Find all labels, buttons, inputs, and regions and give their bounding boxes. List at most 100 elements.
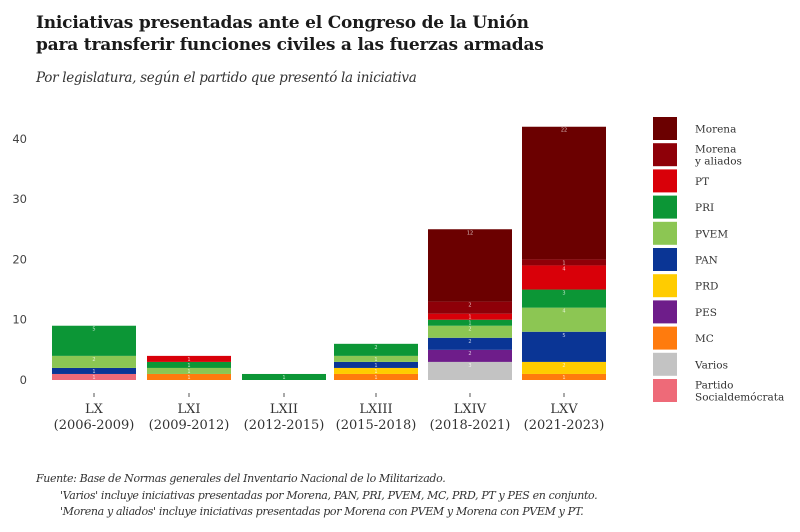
bar-segment-value-label: 4	[562, 309, 565, 315]
bar-segment-pvem	[428, 325, 512, 338]
legend-label: PES	[695, 307, 717, 319]
legend-label: y aliados	[694, 156, 742, 168]
bar-segment-prd	[334, 367, 418, 374]
legend-item: PT	[653, 169, 709, 193]
bar-segment-value-label: 1	[187, 357, 190, 363]
bar-segment-morena	[428, 229, 512, 302]
legend-label: Morena	[695, 144, 736, 156]
legend-item: Varios	[653, 352, 728, 376]
bar-segment-pri	[242, 373, 326, 380]
bar-segment-pri	[147, 361, 231, 368]
chart-title: Iniciativas presentadas ante el Congreso…	[36, 12, 544, 56]
x-tick-period-label: (2009-2012)	[149, 418, 230, 433]
y-tick-label: 30	[12, 192, 27, 206]
x-tick-period-label: (2015-2018)	[336, 418, 417, 433]
y-tick-label: 10	[12, 313, 27, 327]
bar-segment-value-label: 2	[562, 363, 565, 369]
bar-segment-prd	[522, 361, 606, 374]
bar-segment-value-label: 1	[374, 357, 377, 363]
y-axis: 0 10 20 30 40	[12, 132, 27, 387]
legend-label: Socialdemócrata	[695, 392, 784, 404]
bar-segment-value-label: 5	[562, 333, 565, 339]
x-axis: LX(2006-2009) LXI(2009-2012) LXII(2012-201…	[54, 393, 605, 433]
bar-segment-value-label: 3	[468, 363, 471, 369]
bar-segment-pan	[522, 331, 606, 362]
bar-segment-value-label: 1	[187, 375, 190, 381]
bar-segment-pt	[147, 355, 231, 362]
source-note: Fuente: Base de Normas generales del Inv…	[36, 472, 446, 485]
bar-segment-pt	[428, 313, 512, 320]
legend-swatch	[653, 117, 677, 140]
bar-segment-value-label: 1	[187, 369, 190, 375]
x-tick-period-label: (2021-2023)	[524, 418, 605, 433]
bar-segment-pan	[334, 361, 418, 368]
bar-segment-value-label: 22	[561, 128, 567, 134]
bar-segment-mc	[147, 373, 231, 380]
legend-label: PVEM	[695, 228, 728, 240]
legend-swatch	[653, 326, 677, 350]
legend-item: PES	[653, 300, 717, 324]
bar-segment-pt	[522, 265, 606, 290]
bar-segment-pvem	[522, 307, 606, 332]
x-tick-label: LXIII	[359, 402, 392, 417]
bar-segment-value-label: 1	[468, 321, 471, 327]
legend-swatch	[653, 352, 677, 376]
bar-segment-value-label: 1	[374, 363, 377, 369]
x-tick-period-label: (2006-2009)	[54, 418, 135, 433]
bar-segment-pan	[52, 367, 136, 374]
bar-segment-morena-y-aliados	[428, 301, 512, 314]
legend-item: Morena	[653, 117, 736, 140]
x-tick-label: LX	[85, 402, 104, 417]
bar-segment-pri	[52, 325, 136, 356]
x-tick-label: LXI	[177, 402, 200, 417]
legend-label: PRD	[695, 281, 718, 293]
bar-segment-value-label: 1	[187, 363, 190, 369]
bar-segment-value-label: 5	[92, 327, 95, 333]
y-tick-label: 20	[12, 252, 27, 266]
bar-segment-pvem	[334, 355, 418, 362]
legend-item: MC	[653, 326, 714, 350]
legend-swatch	[653, 143, 677, 167]
legend-item: PVEM	[653, 221, 728, 245]
legend-swatch	[653, 379, 677, 402]
bar-segment-varios	[428, 361, 512, 380]
bar-segment-value-label: 1	[562, 260, 565, 266]
bar-segment-value-label: 1	[374, 375, 377, 381]
bar-segment-pes	[428, 349, 512, 362]
bar-segment-pvem	[52, 355, 136, 368]
bar-segment-value-label: 1	[92, 375, 95, 381]
bar-lx: 11 2 5	[52, 325, 136, 381]
bar-segment-value-label: 3	[562, 291, 565, 297]
legend-label: MC	[695, 333, 714, 345]
bar-segment-value-label: 1	[92, 369, 95, 375]
x-tick-label: LXII	[270, 402, 298, 417]
legend-swatch	[653, 274, 677, 298]
bar-segment-value-label: 1	[468, 315, 471, 321]
legend-label: PRI	[695, 202, 714, 214]
bar-segment-value-label: 1	[282, 375, 285, 381]
note-morena-aliados: 'Morena y aliados' incluye iniciativas p…	[60, 505, 584, 518]
bar-segment-pri	[522, 289, 606, 308]
bar-segment-pan	[428, 337, 512, 350]
x-tick-period-label: (2018-2021)	[430, 418, 511, 433]
legend-swatch	[653, 195, 677, 219]
legend-label: Morena	[695, 124, 736, 136]
chart-subtitle: Por legislatura, según el partido que pr…	[36, 70, 417, 86]
legend-swatch	[653, 221, 677, 245]
bar-segment-partido-socialdemocrata	[52, 373, 136, 380]
bar-segment-mc	[522, 373, 606, 380]
bar-segment-value-label: 1	[374, 369, 377, 375]
note-varios: 'Varios' incluye iniciativas presentadas…	[60, 488, 598, 502]
bar-segment-pvem	[147, 367, 231, 374]
legend-swatch	[653, 169, 677, 193]
bar-segment-value-label: 2	[468, 339, 471, 345]
bar-segment-pri	[428, 319, 512, 326]
x-tick-period-label: (2012-2015)	[244, 418, 325, 433]
legend-label: PT	[695, 176, 709, 188]
bar-segment-value-label: 1	[562, 375, 565, 381]
